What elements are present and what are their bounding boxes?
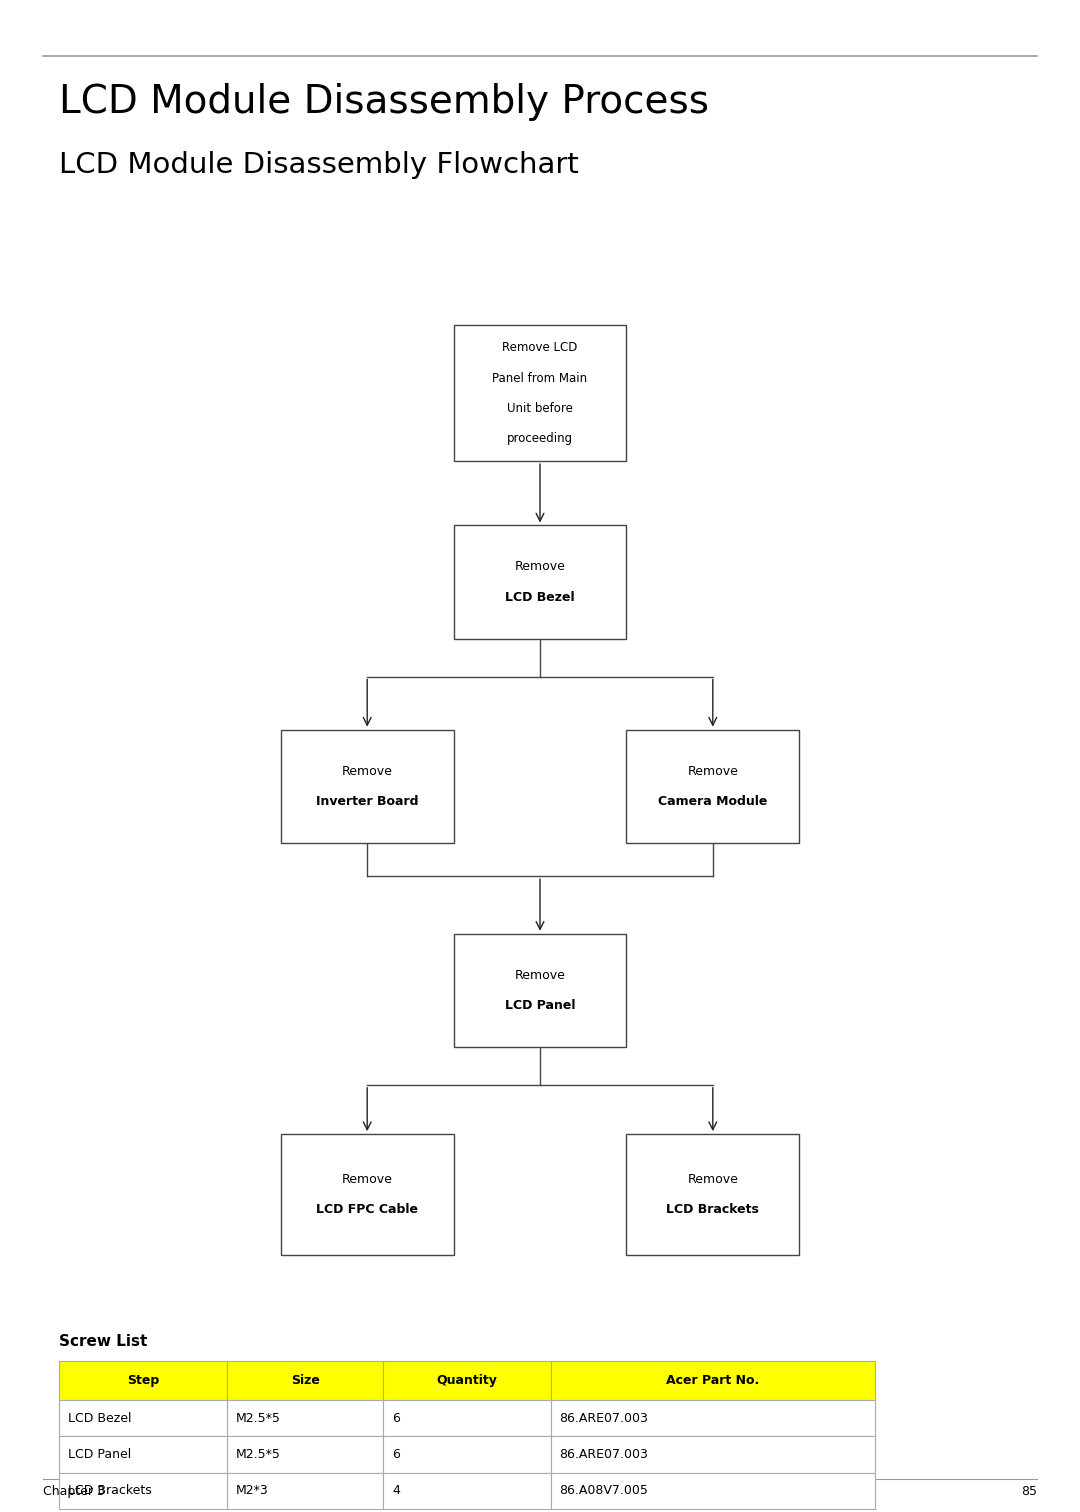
Bar <box>454 933 626 1046</box>
Bar <box>227 1361 383 1400</box>
Bar <box>281 1134 454 1255</box>
Text: Inverter Board: Inverter Board <box>316 795 418 807</box>
Text: Remove: Remove <box>514 561 566 573</box>
Text: Screw List: Screw List <box>59 1334 148 1349</box>
Bar <box>626 1134 799 1255</box>
Text: Remove LCD: Remove LCD <box>502 342 578 354</box>
Text: Remove: Remove <box>341 1173 393 1185</box>
Text: 6: 6 <box>392 1412 400 1424</box>
Bar <box>383 1361 551 1400</box>
Text: LCD Bezel: LCD Bezel <box>68 1412 132 1424</box>
Bar <box>383 1436 551 1473</box>
Text: Unit before: Unit before <box>508 402 572 414</box>
Text: 86.A08V7.005: 86.A08V7.005 <box>559 1485 648 1497</box>
Bar <box>383 1400 551 1436</box>
Text: 6: 6 <box>392 1448 400 1461</box>
Text: 85: 85 <box>1021 1485 1037 1498</box>
Text: 86.ARE07.003: 86.ARE07.003 <box>559 1412 648 1424</box>
Text: Acer Part No.: Acer Part No. <box>666 1374 759 1387</box>
Bar <box>551 1361 875 1400</box>
Text: Remove: Remove <box>514 969 566 981</box>
Bar <box>551 1436 875 1473</box>
Text: Quantity: Quantity <box>436 1374 498 1387</box>
Text: LCD FPC Cable: LCD FPC Cable <box>316 1204 418 1216</box>
Text: LCD Brackets: LCD Brackets <box>666 1204 759 1216</box>
Text: M2*3: M2*3 <box>235 1485 268 1497</box>
Text: Step: Step <box>127 1374 159 1387</box>
Text: LCD Module Disassembly Flowchart: LCD Module Disassembly Flowchart <box>59 151 579 180</box>
Bar <box>227 1400 383 1436</box>
Text: Remove: Remove <box>687 1173 739 1185</box>
Text: Size: Size <box>291 1374 320 1387</box>
Bar <box>281 730 454 844</box>
Bar <box>227 1436 383 1473</box>
Bar <box>454 325 626 461</box>
Text: Panel from Main: Panel from Main <box>492 372 588 384</box>
Bar <box>59 1361 227 1400</box>
Text: Remove: Remove <box>341 765 393 777</box>
Bar <box>383 1473 551 1509</box>
Bar <box>59 1473 227 1509</box>
Bar <box>551 1473 875 1509</box>
Text: LCD Panel: LCD Panel <box>504 999 576 1012</box>
Text: LCD Bezel: LCD Bezel <box>505 591 575 603</box>
Text: 86.ARE07.003: 86.ARE07.003 <box>559 1448 648 1461</box>
Bar <box>59 1436 227 1473</box>
Bar <box>59 1400 227 1436</box>
Text: LCD Brackets: LCD Brackets <box>68 1485 152 1497</box>
Bar <box>551 1400 875 1436</box>
Text: M2.5*5: M2.5*5 <box>235 1412 281 1424</box>
Bar <box>227 1473 383 1509</box>
Text: M2.5*5: M2.5*5 <box>235 1448 281 1461</box>
Text: proceeding: proceeding <box>507 432 573 445</box>
Text: Camera Module: Camera Module <box>658 795 768 807</box>
Text: Remove: Remove <box>687 765 739 777</box>
Bar <box>454 526 626 638</box>
Text: LCD Module Disassembly Process: LCD Module Disassembly Process <box>59 83 710 121</box>
Text: LCD Panel: LCD Panel <box>68 1448 132 1461</box>
Bar <box>626 730 799 844</box>
Text: 4: 4 <box>392 1485 400 1497</box>
Text: Chapter 3: Chapter 3 <box>43 1485 105 1498</box>
